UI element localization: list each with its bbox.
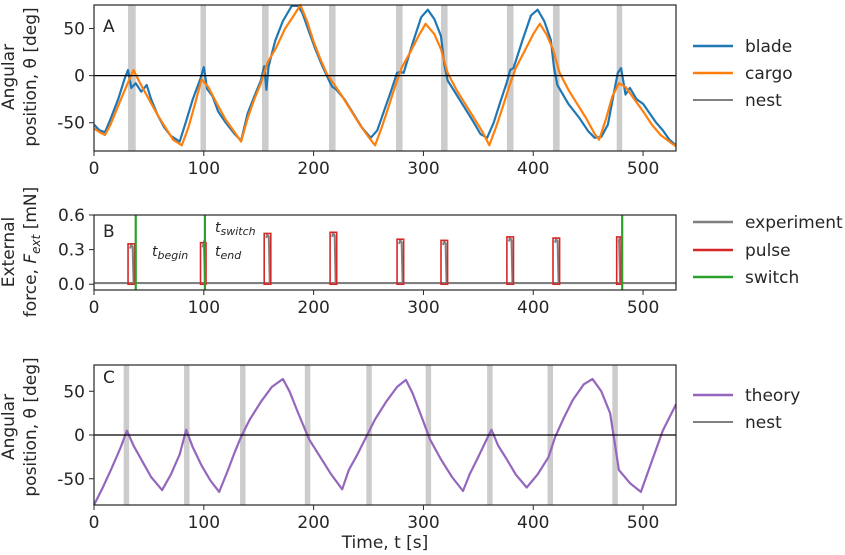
annotation-t-end: tend: [215, 244, 242, 262]
experiment-pulse-7: [554, 236, 560, 285]
legend-theory-label: theory: [745, 386, 800, 406]
legend-blade-label: blade: [745, 37, 792, 57]
x-tick-label: 200: [297, 159, 329, 179]
shaded-interval-8: [616, 5, 623, 151]
y-tick-label: 50: [63, 20, 85, 40]
experiment-pulse-3: [331, 231, 337, 285]
shaded-interval-1: [200, 5, 207, 151]
plot-frame: [93, 214, 677, 291]
panel-c: 0 100 200 300 400 500 -50 0 50 C Angular positio…: [0, 357, 677, 553]
x-tick-label: 0: [89, 159, 100, 179]
pulse-4: [396, 238, 405, 286]
experiment-pulse-6: [507, 235, 514, 285]
experiment-pulse-2: [265, 232, 271, 285]
y-tick-label: 50: [63, 382, 85, 402]
experiment-pulse-0: [129, 242, 135, 285]
legend-experiment-label: experiment: [745, 213, 843, 233]
x-tick-label: 500: [627, 513, 659, 533]
panel-a-axes: 0 100 200 300 400 500 -50 0 50: [57, 4, 677, 179]
x-tick-label: 400: [517, 298, 549, 318]
x-tick-label: 0: [89, 298, 100, 318]
panel-b-axes: 0 100 200 300 400 500 0.0 0.3 0.6: [58, 206, 677, 318]
panel-c-ylabel-line2: position, θ [deg]: [21, 357, 41, 496]
x-tick-label: 100: [188, 513, 220, 533]
y-tick-label: 0: [74, 67, 85, 87]
pulse-2: [263, 232, 272, 286]
y-tick-label: 0: [74, 426, 85, 446]
x-tick-label: 300: [407, 298, 439, 318]
panel-b-legend: experiment pulse switch: [693, 213, 843, 288]
panel-a-ylabel-line2: position, θ [deg]: [21, 7, 41, 146]
y-tick-label: -50: [57, 114, 85, 134]
panel-c-label: C: [103, 368, 115, 388]
x-tick-label: 100: [188, 298, 220, 318]
series-theory-line: [93, 377, 677, 506]
panel-c-legend: theory nest: [693, 386, 800, 433]
experiment-pulse-4: [398, 238, 404, 285]
x-tick-label: 0: [89, 513, 100, 533]
panel-b-pulses: [94, 215, 676, 290]
x-tick-label: 300: [407, 159, 439, 179]
panel-a-series: [93, 3, 677, 148]
panel-a-shaded-intervals: [128, 5, 623, 151]
plot-frame: [93, 4, 677, 152]
x-axis-label: Time, t [s]: [341, 533, 429, 553]
experiment-pulse-8: [617, 237, 622, 285]
y-tick-label: 0.6: [58, 206, 85, 226]
series-blade-line: [93, 4, 677, 147]
series-cargo-line: [93, 3, 677, 148]
experiment-pulse-5: [442, 239, 448, 285]
legend-cargo-label: cargo: [745, 64, 793, 84]
y-tick-label: 0.3: [58, 241, 85, 261]
panel-c-series: [93, 377, 677, 506]
panel-b: 0 100 200 300 400 500 0.0 0.3 0.6 B External for…: [0, 187, 677, 318]
shaded-interval-0: [128, 5, 136, 151]
x-tick-label: 400: [517, 159, 549, 179]
shaded-interval-6: [506, 5, 514, 151]
legend-pulse-label: pulse: [745, 241, 791, 261]
panel-c-ylabel-line1: Angular: [0, 394, 19, 460]
annotation-t-switch: tswitch: [215, 220, 256, 238]
pulse-7: [552, 237, 561, 286]
panel-a-label: A: [103, 17, 115, 37]
y-tick-label: 0.0: [58, 275, 85, 295]
x-tick-label: 500: [627, 159, 659, 179]
x-tick-label: 200: [297, 298, 329, 318]
x-tick-label: 100: [188, 159, 220, 179]
x-tick-label: 200: [297, 513, 329, 533]
y-tick-label: -50: [57, 470, 85, 490]
panel-c-axes: 0 100 200 300 400 500 -50 0 50: [57, 364, 677, 533]
shaded-interval-3: [328, 5, 336, 151]
x-tick-label: 500: [627, 298, 659, 318]
panel-a-ylabel-line1: Angular: [0, 44, 19, 110]
x-tick-label: 300: [407, 513, 439, 533]
panel-a: 0 100 200 300 400 500 -50 0 50 A Angular positio…: [0, 3, 677, 179]
pulse-5: [440, 239, 449, 286]
panel-b-label: B: [103, 222, 115, 242]
panel-a-legend: blade cargo nest: [693, 37, 793, 111]
x-tick-label: 400: [517, 513, 549, 533]
panel-b-ylabel-line2: force, Fext [mN]: [21, 187, 43, 318]
pulse-6: [506, 236, 515, 286]
legend-nest-label: nest: [745, 91, 782, 111]
shaded-interval-4: [395, 5, 403, 151]
annotation-t-begin: tbegin: [152, 244, 188, 262]
shaded-interval-5: [441, 5, 448, 151]
legend-nest-label-c: nest: [745, 413, 782, 433]
legend-switch-label: switch: [745, 268, 799, 288]
pulse-3: [329, 231, 338, 286]
panel-b-ylabel-line1: External: [0, 217, 19, 288]
